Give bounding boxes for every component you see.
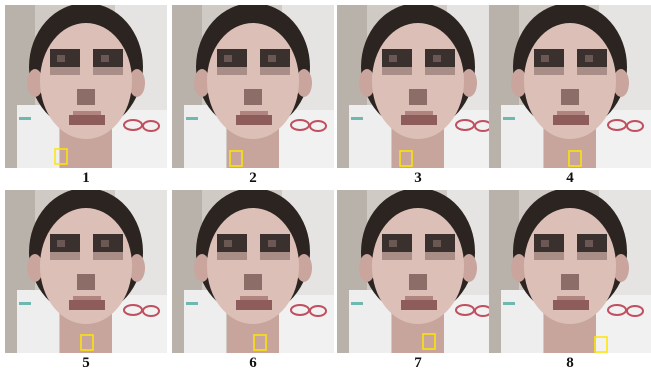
- panel: 4: [489, 5, 651, 188]
- panel: 2: [172, 5, 334, 188]
- panel-label: 1: [5, 168, 167, 188]
- panel: 7: [337, 190, 499, 373]
- face-image: [337, 190, 499, 353]
- panel-label: 6: [172, 353, 334, 373]
- face-image: [5, 5, 167, 168]
- face-image: [337, 5, 499, 168]
- panel-label: 5: [5, 353, 167, 373]
- figure: 1 2 3 4 5 6 7 8 (() => { const data = JS…: [0, 0, 651, 376]
- face-image: [172, 5, 334, 168]
- face-image: [489, 5, 651, 168]
- panel-label: 3: [337, 168, 499, 188]
- panel: 8: [489, 190, 651, 373]
- face-image: [489, 190, 651, 353]
- panel: 5: [5, 190, 167, 373]
- panel-label: 7: [337, 353, 499, 373]
- panel: 6: [172, 190, 334, 373]
- panel: 3: [337, 5, 499, 188]
- panel-label: 2: [172, 168, 334, 188]
- face-image: [172, 190, 334, 353]
- panel: 1: [5, 5, 167, 188]
- panel-label: 4: [489, 168, 651, 188]
- panel-label: 8: [489, 353, 651, 373]
- face-image: [5, 190, 167, 353]
